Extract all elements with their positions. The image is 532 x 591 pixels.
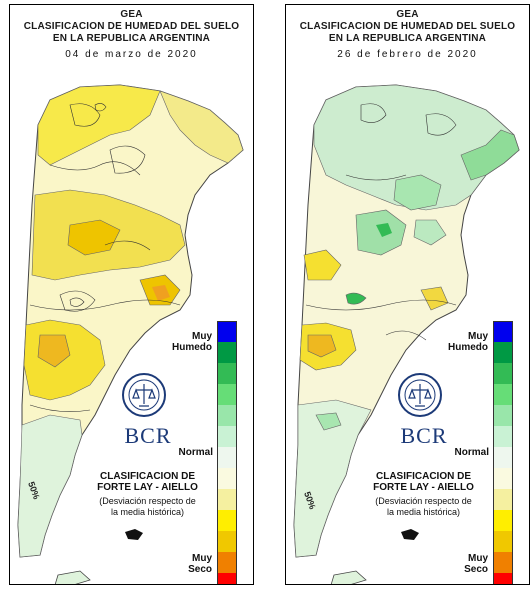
color-legend [217,321,237,584]
legend-swatch [217,384,237,405]
legend-swatch [217,342,237,363]
tierra-del-fuego [54,570,91,584]
malvinas-islands [125,529,143,540]
legend-swatch [217,321,237,342]
legend-swatch [217,489,237,510]
argentina-map-left: 50% [17,84,244,584]
bolsa-comercio-rosario-seal-icon [122,373,166,417]
title-clasificacion: CLASIFICACION DE HUMEDAD DEL SUELO [299,21,516,32]
title-clasificacion: CLASIFICACION DE HUMEDAD DEL SUELO [23,21,240,32]
legend-swatch [217,531,237,552]
legend-muy-seco: Muy Seco [464,553,488,575]
map-panel-right: 50% GEA CLASIFICACION DE HUMEDAD DEL SUE… [285,4,530,585]
legend-muy-humedo: Muy Humedo [172,331,212,353]
legend-swatch [493,405,513,426]
legend-swatch [217,405,237,426]
classification-title: CLASIFICACION DE FORTE LAY - AIELLO [373,471,474,493]
title-gea: GEA [120,9,143,20]
map-date: 26 de febrero de 2020 [337,49,478,60]
map-panel-left: 50% GEA CLASIFICACION DE HUMEDAD DEL SUE… [9,4,254,585]
legend-muy-humedo: Muy Humedo [448,331,488,353]
legend-muy-seco: Muy Seco [188,553,212,575]
legend-swatch [493,573,513,584]
legend-normal: Normal [178,447,213,458]
classification-title: CLASIFICACION DE FORTE LAY - AIELLO [97,471,198,493]
legend-swatch [493,447,513,468]
color-legend [493,321,513,584]
deviation-note: (Desviación respecto de la media históric… [375,496,472,517]
legend-swatch [217,573,237,584]
title-republica: EN LA REPUBLICA ARGENTINA [52,33,211,44]
legend-swatch [493,531,513,552]
legend-swatch [217,552,237,573]
tierra-del-fuego [330,570,367,584]
legend-swatch [217,447,237,468]
map-date: 04 de marzo de 2020 [65,49,198,60]
title-republica: EN LA REPUBLICA ARGENTINA [328,33,487,44]
legend-swatch [493,384,513,405]
legend-swatch [493,342,513,363]
legend-normal: Normal [454,447,489,458]
legend-swatch [493,510,513,531]
argentina-map-right: 50% [293,84,520,584]
legend-swatch [493,552,513,573]
legend-swatch [493,363,513,384]
title-gea: GEA [396,9,419,20]
malvinas-islands [401,529,419,540]
bcr-logo-text: BCR [400,423,448,448]
legend-swatch [493,468,513,489]
legend-swatch [217,510,237,531]
legend-swatch [493,426,513,447]
legend-swatch [217,426,237,447]
legend-swatch [217,468,237,489]
bolsa-comercio-rosario-seal-icon [398,373,442,417]
legend-swatch [493,489,513,510]
bcr-logo-text: BCR [124,423,172,448]
deviation-note: (Desviación respecto de la media históric… [99,496,196,517]
legend-swatch [493,321,513,342]
legend-swatch [217,363,237,384]
